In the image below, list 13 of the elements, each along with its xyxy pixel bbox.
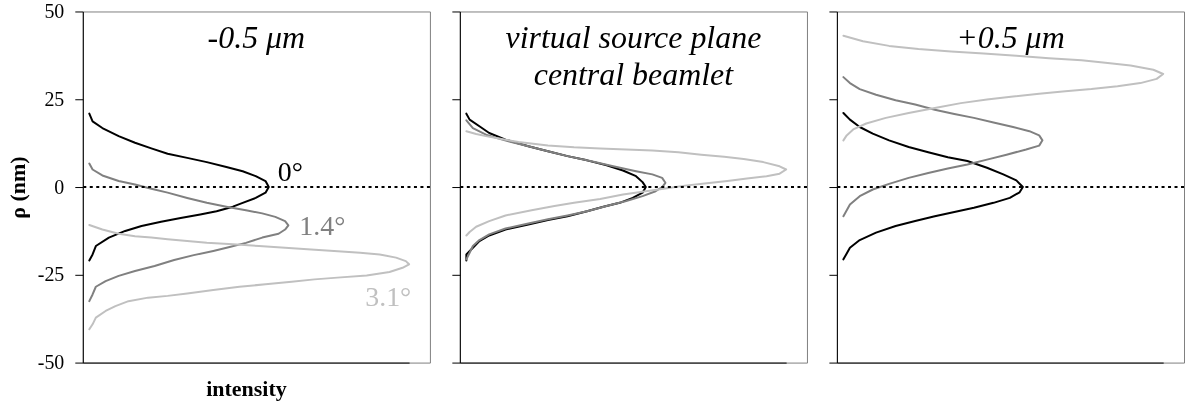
y-tick-label: -25	[37, 263, 65, 286]
y-tick-label: 0	[54, 175, 65, 198]
y-tick-label: 50	[44, 0, 65, 22]
series-label: 3.1°	[365, 281, 412, 313]
series-label: 0°	[277, 156, 303, 188]
y-tick-label: -50	[37, 351, 65, 374]
series-label: 1.4°	[299, 210, 346, 242]
y-tick-label: 25	[44, 87, 65, 110]
x-axis-title: intensity	[206, 376, 287, 402]
text: virtual source plane central beamlet	[505, 20, 762, 93]
chart-title: +0.5 μm	[956, 20, 1065, 56]
y-axis-title: ρ (nm)	[4, 156, 30, 219]
chart-title: -0.5 μm	[207, 20, 306, 56]
